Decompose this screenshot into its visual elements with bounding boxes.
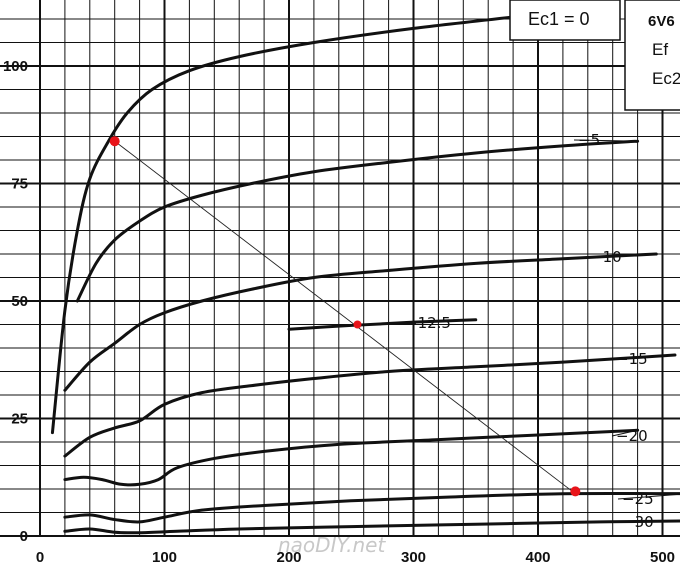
watermark: naoDIY.net	[278, 533, 386, 557]
plate-curves: −5 −10 −12.5 −15 −20 −25 −30	[50, 12, 680, 535]
curve-bias-1	[75, 139, 640, 303]
x-tick-label: 300	[401, 549, 426, 566]
curve-label-leader	[611, 354, 675, 360]
grid-bias-label: Ec1 = 0	[528, 9, 590, 29]
curve-bias-6	[63, 491, 680, 524]
y-tick-label: 50	[11, 293, 28, 310]
curve-bias-7	[63, 519, 680, 535]
load-line-group	[114, 140, 576, 495]
curve-label: −25	[622, 490, 654, 508]
curve-label-leader	[573, 139, 638, 142]
operating-point	[109, 136, 120, 147]
curve-label: −10	[590, 248, 622, 266]
y-tick-label: 100	[3, 58, 28, 75]
curve-bias-5	[63, 428, 640, 487]
box-line-ec2: Ec2	[652, 69, 680, 88]
curve-label: −20	[616, 427, 648, 445]
curve-label-leader	[585, 253, 657, 258]
operating-points	[109, 136, 581, 497]
y-tick-label: 0	[20, 528, 28, 545]
x-tick-label: 100	[152, 549, 177, 566]
x-tick-label: 500	[650, 549, 675, 566]
curve-label-leader	[617, 493, 680, 500]
curve-label: −12.5	[405, 314, 451, 332]
load-line	[114, 140, 576, 495]
curve-bias-2	[63, 252, 658, 392]
curve-bias-4	[63, 353, 677, 458]
curve-label-leader	[617, 520, 680, 523]
curve-bias-3	[287, 318, 478, 331]
curve-label-leader	[611, 429, 638, 437]
x-tick-label: 400	[525, 549, 550, 566]
box-line-ef: Ef	[652, 40, 668, 59]
y-tick-label: 25	[11, 411, 28, 428]
operating-point	[353, 320, 362, 329]
curve-ec1-0	[50, 12, 540, 435]
curve-label: −5	[578, 131, 600, 149]
grid-bias-label-box: Ec1 = 0	[509, 0, 621, 41]
axis-tick-labels: 0 100 200 300 400 500 0 25 50 75 100	[3, 58, 675, 566]
operating-point	[570, 486, 581, 497]
y-tick-label: 75	[11, 176, 28, 193]
tube-info-box: 6V6 Ef Ec2	[624, 0, 680, 111]
grid	[0, 0, 680, 537]
x-tick-label: 0	[36, 549, 44, 566]
tube-label: 6V6	[648, 13, 675, 30]
curve-label: −30	[622, 513, 654, 531]
x-tick-label: 200	[276, 549, 301, 566]
curve-label: −15	[616, 350, 648, 368]
